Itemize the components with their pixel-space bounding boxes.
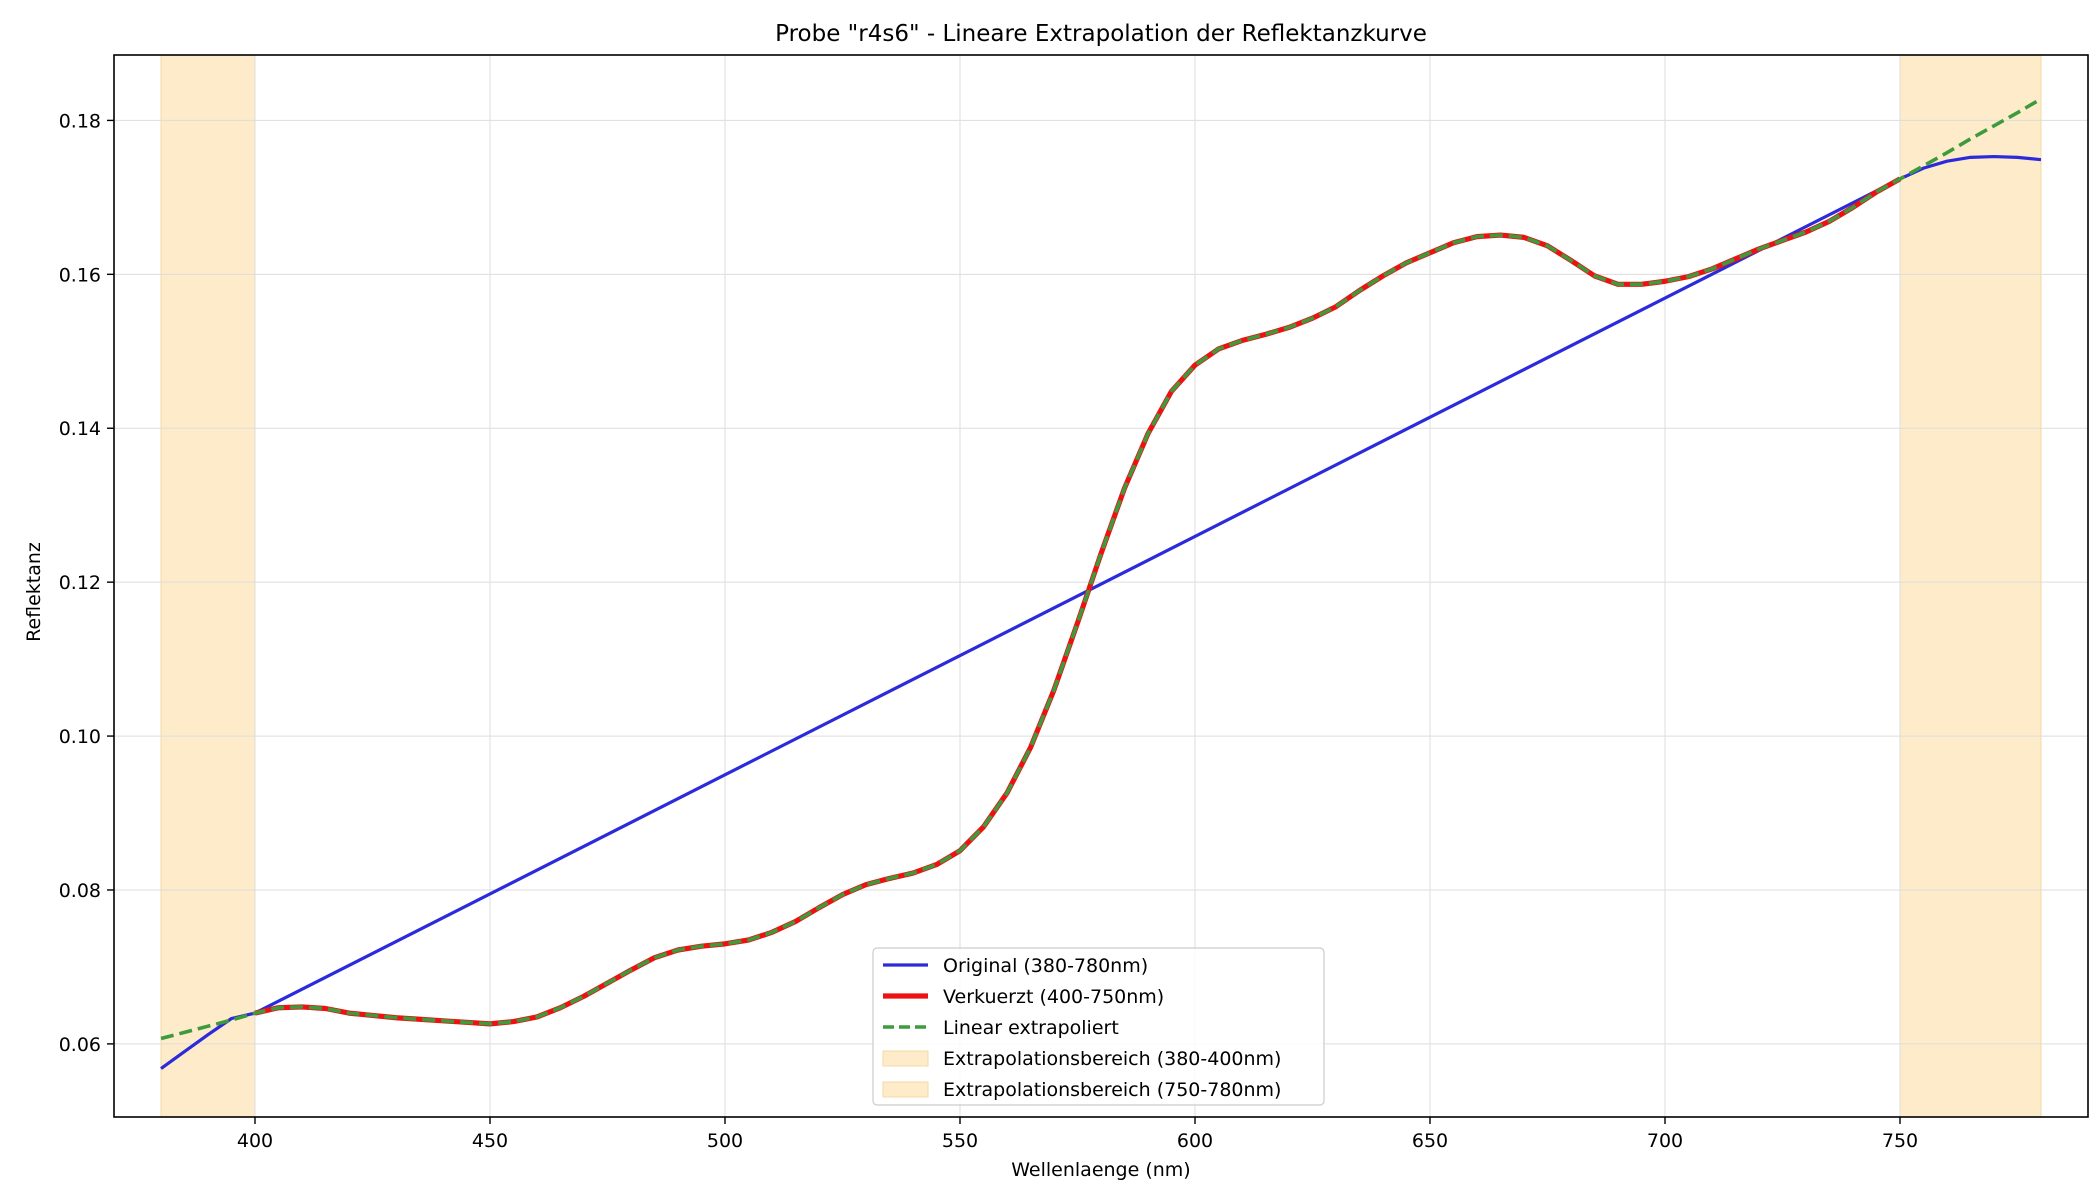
legend-label: Linear extrapoliert [943,1017,1119,1039]
y-tick-label: 0.10 [59,726,101,748]
y-tick-label: 0.16 [59,264,101,286]
extrapolation-bands [160,54,2042,1118]
data-series [160,97,2042,1070]
y-tick-label: 0.14 [59,418,101,440]
x-tick-label: 750 [1882,1130,1918,1152]
y-axis-ticks: 0.06 0.08 0.10 0.12 0.14 0.16 0.18 [59,110,114,1056]
extrapolation-band-2 [1899,54,2042,1118]
x-axis-title: Wellenlaenge (nm) [1011,1159,1190,1181]
chart-title: Probe "r4s6" - Lineare Extrapolation der… [775,21,1427,47]
legend-label: Extrapolationsbereich (750-780nm) [943,1079,1281,1101]
y-tick-label: 0.12 [59,572,101,594]
legend: Original (380-780nm) Verkuerzt (400-750nm… [872,947,1325,1106]
series-extrapolated-line [160,97,2042,1041]
x-tick-label: 550 [942,1130,978,1152]
x-axis-ticks: 400 450 500 550 600 650 700 750 [237,1117,1918,1152]
extrapolation-band-1 [160,54,256,1118]
y-tick-label: 0.08 [59,880,101,902]
legend-label: Original (380-780nm) [943,955,1148,977]
x-tick-label: 500 [707,1130,743,1152]
legend-swatch [882,1050,929,1067]
legend-label: Verkuerzt (400-750nm) [943,986,1164,1008]
y-tick-label: 0.06 [59,1034,101,1056]
y-axis-title: Reflektanz [23,542,45,642]
x-tick-label: 400 [237,1130,273,1152]
legend-box [872,947,1325,1106]
x-tick-label: 600 [1177,1130,1213,1152]
x-tick-label: 650 [1412,1130,1448,1152]
x-tick-label: 450 [472,1130,508,1152]
legend-swatch [882,1081,929,1098]
y-tick-label: 0.18 [59,110,101,132]
x-tick-label: 700 [1647,1130,1683,1152]
plot-frame [113,54,2089,1118]
legend-label: Extrapolationsbereich (380-400nm) [943,1048,1281,1070]
